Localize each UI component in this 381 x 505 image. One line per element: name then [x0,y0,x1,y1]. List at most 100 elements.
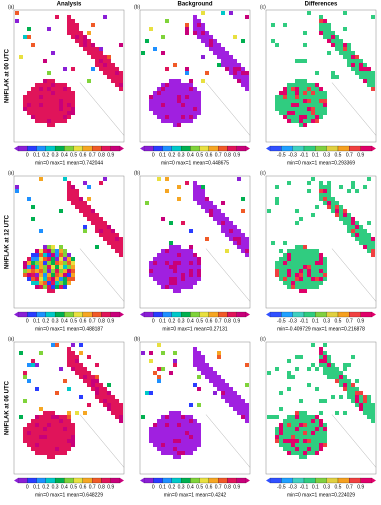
colorbar-tick-label: 0.1 [312,484,319,490]
map-cell [79,395,83,399]
map-cell [233,237,237,241]
map-cell [169,427,173,431]
map-cell [343,27,347,31]
colorbar-segment [337,145,350,152]
colorbar-segment [92,477,102,484]
map-cell [287,115,291,119]
map-cell [267,209,271,213]
map-cell [23,107,27,111]
map-cell [177,427,181,431]
map-cell [319,193,323,197]
map-cell [75,35,79,39]
map-cell [43,277,47,281]
map-cell [201,367,205,371]
map-cell [185,443,189,447]
map-cell [299,285,303,289]
map-cell [161,111,165,115]
map-cell [241,403,245,407]
map-cell [291,257,295,261]
map-cell [95,59,99,63]
map-cell [197,19,201,23]
colorbar-tick-label: 0.6 [79,152,86,158]
map-cell [197,273,201,277]
map-cell [119,79,123,83]
map-cell [283,95,287,99]
map-cell [83,205,87,209]
map-cell [47,269,51,273]
map-cell [75,27,79,31]
map-cell [303,289,307,293]
map-cell [47,119,51,123]
map-cell [307,443,311,447]
map-cell [115,83,119,87]
map-cell [95,375,99,379]
map-cell [27,91,31,95]
map-cell [75,39,79,43]
map-cell [299,269,303,273]
map-cell [315,249,319,253]
map-cell [161,217,165,221]
map-cell [75,23,79,27]
map-cell [59,245,63,249]
map-cell [189,423,193,427]
map-cell [355,399,359,403]
map-cell [291,99,295,103]
map-cell [153,443,157,447]
map-cell [343,217,347,221]
map-cell [47,99,51,103]
map-cell [63,443,67,447]
map-cell [229,395,233,399]
map-cell [31,217,35,221]
map-cell [71,343,75,347]
map-cell [299,111,303,115]
map-cell [71,439,75,443]
map-cell [107,55,111,59]
colorbar-tick-label: 0.6 [205,152,212,158]
colorbar-segment [180,477,191,484]
map-cell [173,261,177,265]
map-cell [307,99,311,103]
map-cell [169,419,173,423]
map-cell [291,115,295,119]
colorbar-tick-label: 0.2 [168,318,175,324]
map-cell [347,387,351,391]
map-cell [221,391,225,395]
colorbar-tick-label: 0.4 [187,152,194,158]
map-cell [153,435,157,439]
map-cell [115,79,119,83]
map-cell [75,363,79,367]
map-cell [51,419,55,423]
map-cell [67,419,71,423]
map-cell [107,225,111,229]
map-cell [35,257,39,261]
colorbar-segment [269,311,282,318]
map-cell [295,355,299,359]
map-cell [323,367,327,371]
map-cell [107,399,111,403]
map-cell [51,447,55,451]
map-cell [47,71,51,75]
colorbar-tick-label: 0.3 [323,318,330,324]
map-cell [213,43,217,47]
map-cell [339,375,343,379]
map-cell [283,111,287,115]
map-cell [287,95,291,99]
map-cell [95,395,99,399]
map-cell [67,443,71,447]
map-line [79,414,125,468]
colorbar-arrow [246,312,250,317]
map-cell [189,403,193,407]
map-cell [43,249,47,253]
map-cell [189,439,193,443]
colorbar-arrow [246,146,250,151]
map-cell [71,277,75,281]
map-cell [71,201,75,205]
map-cell [225,225,229,229]
map-cell [71,23,75,27]
map-cell [153,439,157,443]
map-cell [319,31,323,35]
map-cell [367,395,371,399]
map-cell [43,415,47,419]
map-cell [201,355,205,359]
map-cell [99,51,103,55]
